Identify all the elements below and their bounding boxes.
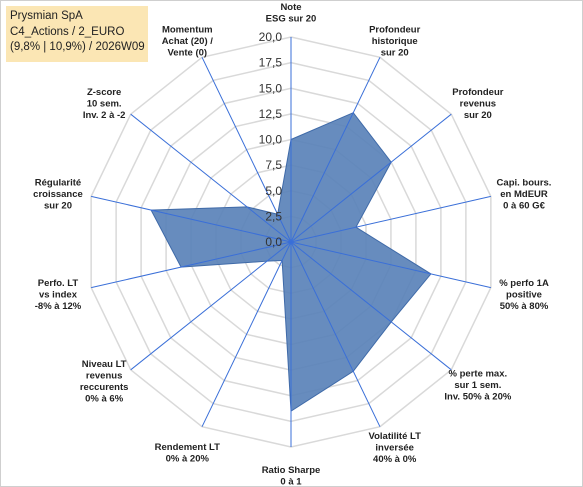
axis-label-line: Régularité: [35, 178, 81, 189]
axis-label-line: Perfo. LT: [38, 278, 79, 289]
radar-spoke: [91, 195, 292, 243]
axis-label: Capi. bours. en MdEUR 0 à 60 G€: [497, 178, 552, 212]
axis-label-line: positive: [506, 289, 542, 300]
axis-label-line: 50% à 80%: [500, 301, 549, 312]
portfolio-category: C4_Actions / 2_EURO: [10, 25, 125, 38]
axis-label-line: Achat (20) /: [162, 36, 214, 47]
axis-label-line: 10 sem.: [87, 98, 122, 109]
axis-label-line: Volatilité LT: [368, 431, 421, 442]
radar-spoke: [130, 113, 292, 243]
radar-spoke: [201, 241, 292, 427]
axis-label-line: Niveau LT: [82, 359, 127, 370]
axis-label: Volatilité LT inversée 40% à 0%: [368, 431, 421, 465]
axis-label-line: Rendement LT: [155, 442, 220, 453]
axis-label: % perte max. sur 1 sem. Inv. 50% à 20%: [444, 369, 511, 403]
axis-label: % perfo 1A positive 50% à 80%: [499, 278, 549, 312]
radar-spoke: [130, 241, 292, 371]
axis-label-line: % perfo 1A: [499, 278, 549, 289]
axis-label-line: Momentum: [162, 24, 213, 35]
axis-label-line: 0% à 6%: [85, 394, 124, 405]
axis-label: Z-score 10 sem. Inv. 2 à -2: [83, 87, 126, 121]
axis-label-line: Profondeur: [369, 24, 420, 35]
company-name: Prysmian SpA: [10, 10, 83, 22]
axis-label-line: sur 1 sem.: [454, 380, 501, 391]
axis-label: Ratio Sharpe 0 à 1: [262, 465, 321, 487]
axis-label: Rendement LT 0% à 20%: [155, 442, 220, 465]
axis-label: Niveau LT revenus reccurents 0% à 6%: [80, 359, 129, 405]
axis-label-line: ESG sur 20: [266, 14, 317, 25]
axis-label: Note ESG sur 20: [266, 2, 317, 25]
radial-tick-label: 7,5: [265, 158, 282, 172]
axis-label: Profondeur revenus sur 20: [452, 87, 503, 121]
radar-spoke: [290, 241, 452, 371]
axis-label-line: -8% à 12%: [35, 301, 82, 312]
radial-tick-label: 15,0: [259, 81, 283, 95]
axis-label-line: revenus: [460, 98, 496, 109]
axis-label-line: revenus: [86, 371, 122, 382]
radar-spoke: [201, 57, 292, 243]
axis-label-line: sur 20: [44, 201, 72, 212]
axis-label-line: 40% à 0%: [373, 454, 417, 465]
axis-label-line: croissance: [33, 189, 83, 200]
axis-label-line: Z-score: [87, 87, 121, 98]
axis-label-line: Inv. 2 à -2: [83, 110, 126, 121]
axis-label-line: sur 20: [464, 110, 492, 121]
radial-tick-labels: 0,0 2,5 5,0 7,5 10,0 12,5 15,0 17,5 20,0: [259, 30, 283, 249]
axis-label-line: Ratio Sharpe: [262, 465, 321, 476]
axis-label-line: inversée: [375, 443, 414, 454]
axis-label-line: Vente (0): [167, 47, 207, 58]
radial-tick-label: 10,0: [259, 133, 283, 147]
radial-tick-label: 2,5: [265, 209, 282, 223]
axis-label-line: 0 à 60 G€: [503, 201, 545, 212]
performance-week: (9,8% | 10,9%) / 2026W09: [10, 41, 145, 53]
radial-tick-label: 5,0: [265, 184, 282, 198]
axis-label-line: 0 à 1: [280, 477, 302, 487]
radar-spoke: [290, 195, 491, 243]
radial-tick-label: 17,5: [259, 56, 283, 70]
axis-label-line: Capi. bours.: [497, 178, 552, 189]
axis-label-line: reccurents: [80, 382, 129, 393]
axis-label-line: 0% à 20%: [166, 454, 210, 465]
chart-info-box: Prysmian SpA C4_Actions / 2_EURO (9,8% |…: [6, 6, 148, 62]
radar-spoke: [290, 241, 381, 427]
axis-label: Profondeur historique sur 20: [369, 24, 420, 58]
axis-label: Perfo. LT vs index -8% à 12%: [35, 278, 82, 312]
axis-label: Régularité croissance sur 20: [33, 178, 83, 212]
axis-label-line: historique: [372, 36, 418, 47]
radial-tick-label: 0,0: [265, 235, 282, 249]
radar-spoke: [91, 241, 292, 289]
radar-spoke: [290, 241, 491, 289]
axis-label-line: vs index: [39, 289, 78, 300]
axis-label-line: % perte max.: [449, 369, 508, 380]
radial-tick-label: 20,0: [259, 30, 283, 44]
radar-spoke: [290, 113, 452, 243]
axis-label-line: Note: [280, 2, 301, 13]
radial-tick-label: 12,5: [259, 107, 283, 121]
radar-spokes: [91, 37, 491, 447]
axis-label-line: Inv. 50% à 20%: [444, 392, 511, 403]
axis-label: Momentum Achat (20) / Vente (0): [162, 24, 214, 58]
axis-label-line: Profondeur: [452, 87, 503, 98]
axis-label-line: sur 20: [381, 47, 409, 58]
axis-label-line: en MdEUR: [500, 189, 548, 200]
radar-spoke: [290, 57, 381, 243]
